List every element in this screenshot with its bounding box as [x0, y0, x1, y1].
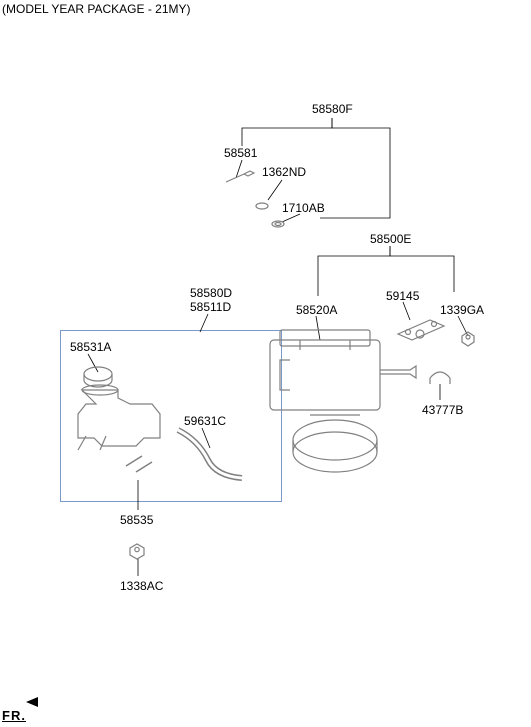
label-59631C: 59631C: [184, 414, 226, 428]
front-label: FR.: [2, 708, 26, 723]
label-1339GA: 1339GA: [440, 303, 484, 317]
label-59145: 59145: [386, 289, 419, 303]
label-1338AC: 1338AC: [120, 579, 163, 593]
label-1710AB: 1710AB: [282, 201, 325, 215]
label-58581: 58581: [224, 146, 257, 160]
label-43777B: 43777B: [422, 403, 463, 417]
label-58531A: 58531A: [70, 340, 111, 354]
label-58511D: 58511D: [190, 300, 231, 314]
label-58500E: 58500E: [370, 232, 411, 246]
label-58520A: 58520A: [296, 303, 337, 317]
label-58580D: 58580D: [190, 286, 232, 300]
subassembly-box: [60, 330, 282, 502]
label-58580F: 58580F: [312, 102, 353, 116]
label-58535: 58535: [120, 513, 153, 527]
label-1362ND: 1362ND: [262, 165, 306, 179]
diagram-canvas: { "header": "(MODEL YEAR PACKAGE - 21MY)…: [0, 0, 531, 727]
front-arrow-icon: [26, 697, 38, 707]
page-title: (MODEL YEAR PACKAGE - 21MY): [2, 2, 191, 16]
